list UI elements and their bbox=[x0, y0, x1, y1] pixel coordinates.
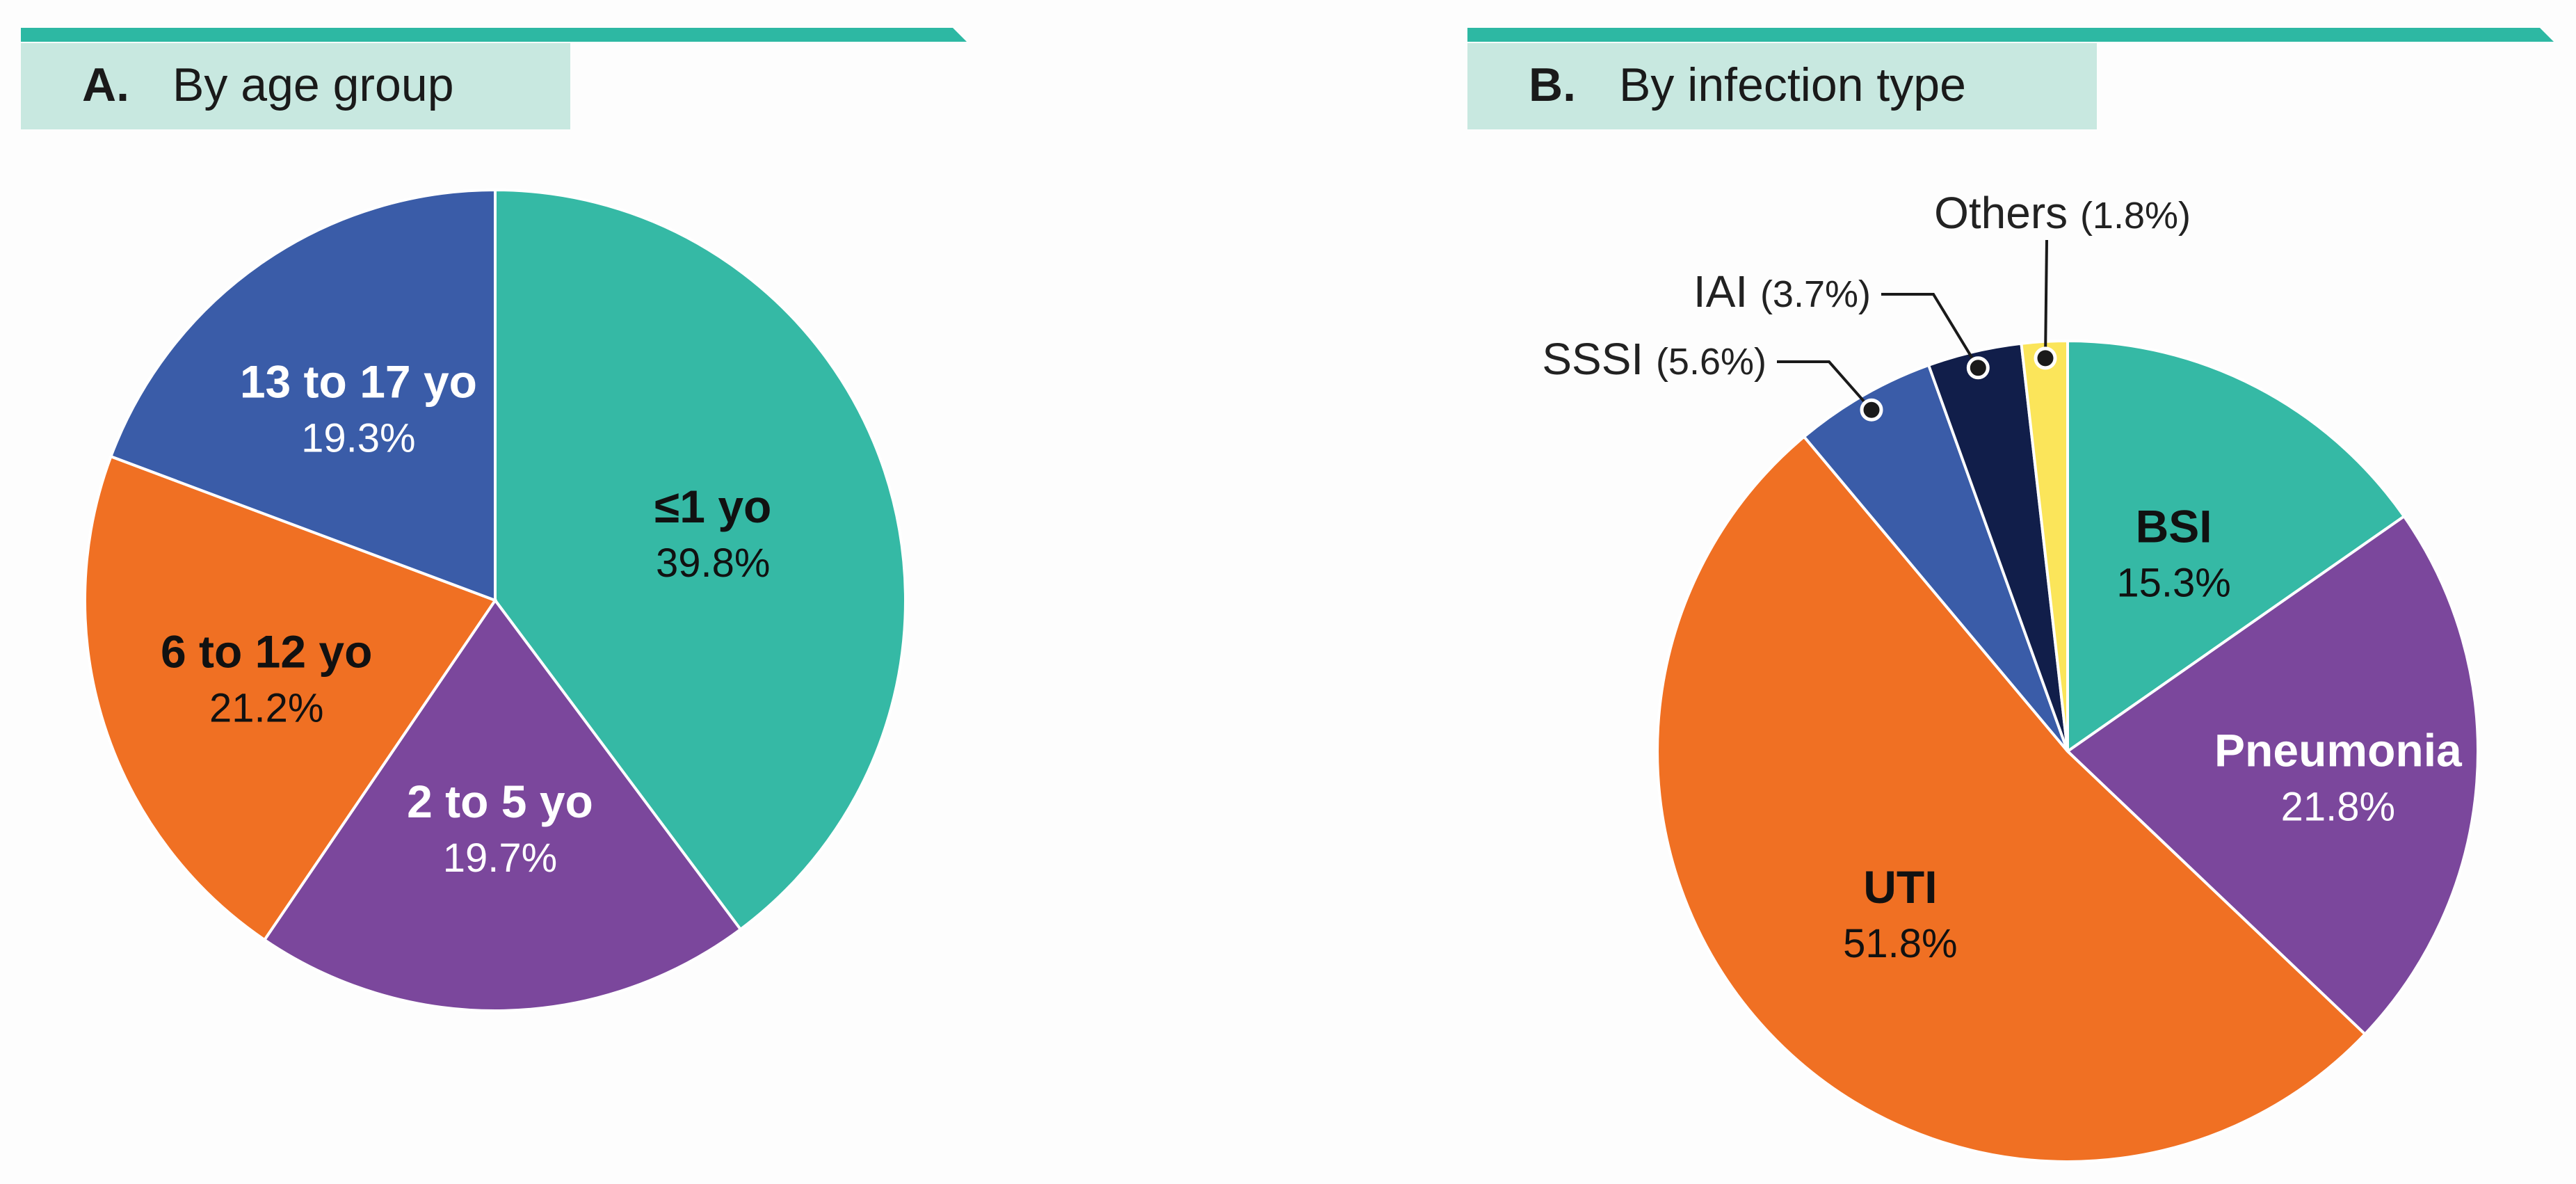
callout-line-sssi bbox=[1777, 360, 1873, 411]
slice-value-6-to-12-yo: 21.2% bbox=[209, 686, 323, 731]
slice-value-uti: 51.8% bbox=[1843, 921, 1957, 966]
callout-dot-sssi bbox=[1860, 398, 1883, 422]
panel-a-accent-bar bbox=[21, 28, 967, 42]
callout-dot-iai bbox=[1966, 356, 1990, 380]
slice-value-13-to-17-yo: 19.3% bbox=[301, 416, 415, 461]
panel-b-title: By infection type bbox=[1619, 58, 1966, 111]
pie-chart-infection-type: BSI 15.3% Pneumonia 21.8% UTI 51.8% SSSI (5.6%… bbox=[1542, 188, 2479, 1163]
slice-value-2-to-5-yo: 19.7% bbox=[443, 835, 557, 881]
callout-label-others: Others (1.8%) bbox=[1934, 188, 2191, 238]
pie-slice-bsi bbox=[2066, 339, 2406, 754]
slice-label-pneumonia: Pneumonia bbox=[2214, 724, 2463, 776]
callout-label-sssi: SSSI (5.6%) bbox=[1542, 334, 1766, 384]
pie-slice-sssi bbox=[1802, 363, 2069, 753]
panel-b-letter: B. bbox=[1529, 58, 1576, 111]
slice-value-bsi: 15.3% bbox=[2116, 560, 2230, 605]
slice-label-6-to-12-yo: 6 to 12 yo bbox=[161, 626, 372, 678]
slice-value-le1-yo: 39.8% bbox=[656, 541, 770, 586]
slice-label-le1-yo: ≤1 yo bbox=[654, 481, 771, 532]
panel-b-accent-bar bbox=[1467, 28, 2554, 42]
callout-line-others bbox=[2044, 239, 2048, 358]
callout-line-iai bbox=[1881, 293, 1980, 369]
pie-slice-le1-yo bbox=[494, 188, 907, 931]
slice-label-13-to-17-yo: 13 to 17 yo bbox=[240, 356, 477, 408]
pie-slice-pneumonia bbox=[2065, 514, 2479, 1037]
slice-label-2-to-5-yo: 2 to 5 yo bbox=[407, 776, 593, 827]
slice-label-bsi: BSI bbox=[2136, 500, 2212, 552]
pie-slice-6-to-12-yo bbox=[83, 454, 498, 942]
panel-a-title-box bbox=[21, 43, 570, 129]
pie-slice-uti bbox=[1656, 434, 2367, 1163]
pie-chart-age-group: ≤1 yo 39.8% 2 to 5 yo 19.7% 6 to 12 yo 21.2% 1… bbox=[83, 188, 907, 1012]
panel-a-letter: A. bbox=[82, 58, 129, 111]
pie-slice-2-to-5-yo bbox=[262, 598, 743, 1012]
panel-a-title: By age group bbox=[172, 58, 454, 111]
callout-dot-others bbox=[2034, 346, 2057, 370]
slice-value-pneumonia: 21.8% bbox=[2281, 784, 2395, 829]
callout-label-iai: IAI (3.7%) bbox=[1693, 266, 1871, 317]
panel-b-title-box bbox=[1467, 43, 2097, 129]
pie-slice-13-to-17-yo bbox=[108, 188, 497, 602]
slice-label-uti: UTI bbox=[1863, 861, 1937, 913]
